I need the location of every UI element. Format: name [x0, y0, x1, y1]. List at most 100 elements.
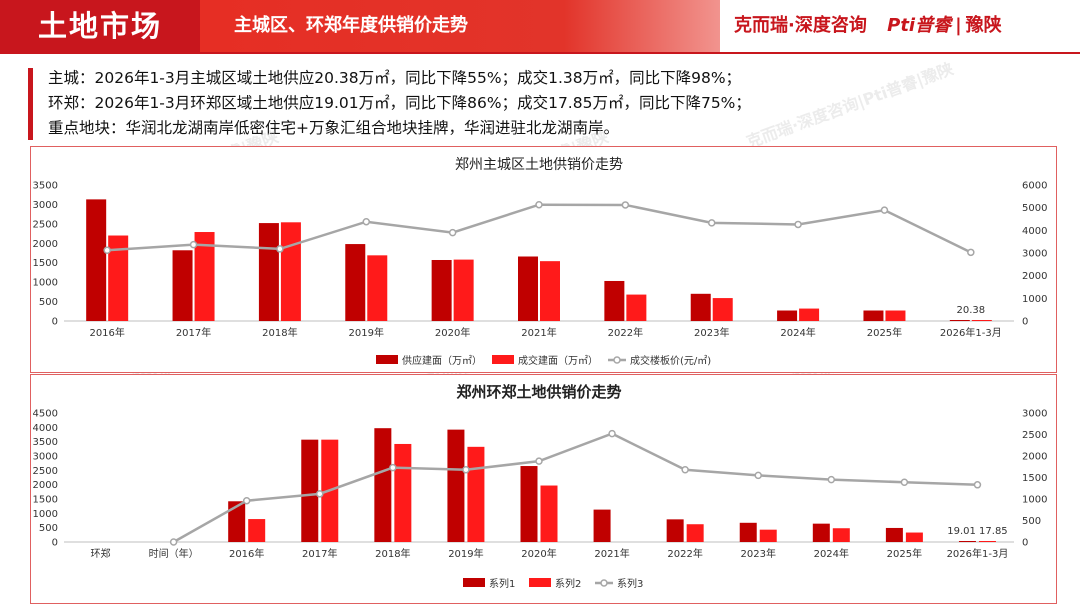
line-point: [169, 538, 178, 546]
y2-tick-label: 3000: [1022, 409, 1047, 420]
bar-1: [604, 280, 625, 321]
legend-label: 系列3: [617, 577, 643, 590]
bar-1: [345, 244, 366, 321]
chart-ring-zz: 郑州环郑土地供销价走势 0 500 1000 1500 2000 2500 3000 3500 4…: [33, 383, 1048, 590]
y-tick-label: 1000: [33, 509, 58, 520]
bar-2: [799, 308, 820, 321]
summary-accent-bar: [28, 68, 33, 140]
line-point: [827, 475, 836, 484]
y-tick-label: 500: [39, 297, 58, 308]
legend-swatch: [492, 355, 514, 364]
legend-label: 系列1: [489, 577, 515, 590]
y2-tick-label: 0: [1022, 317, 1028, 328]
summary-line-ring: 环郑：2026年1-3月环郑区域土地供应19.01万㎡，同比下降86%；成交17…: [48, 94, 751, 112]
line-point: [707, 219, 716, 227]
bar-1: [863, 310, 884, 321]
chart-main-city-box: 郑州主城区土地供销价走势 0 500 1000 1500 2000 2500 3000 3500…: [30, 146, 1057, 373]
x-tick-label: 2020年: [435, 326, 470, 339]
bar-1: [958, 541, 976, 542]
bar-1: [812, 523, 830, 542]
y-tick-label: 3000: [33, 452, 58, 463]
y2-tick-label: 500: [1022, 516, 1041, 527]
bar-2: [971, 320, 992, 321]
line-point: [621, 201, 630, 209]
line-point: [967, 248, 975, 257]
bar-2: [248, 519, 266, 542]
bar-1: [777, 310, 798, 321]
bar-2: [108, 235, 129, 321]
chart-title: 郑州主城区土地供销价走势: [455, 157, 623, 173]
summary-block: 主城：2026年1-3月主城区域土地供应20.38万㎡，同比下降55%；成交1.…: [28, 66, 1068, 141]
legend-label: 成交楼板价(元/㎡): [630, 354, 711, 367]
page-title: 主城区、环郑年度供销价走势: [234, 15, 468, 36]
header: 土地市场 主城区、环郑年度供销价走势 克而瑞·深度咨询 Pti普睿 | 豫陕: [0, 0, 1080, 54]
x-tick-label: 时间（年）: [149, 547, 199, 560]
x-tick-label: 2017年: [176, 326, 211, 339]
header-divider: [0, 52, 1080, 54]
section-title: 土地市场: [37, 9, 162, 43]
x-tick-label: 2026年1-3月: [940, 326, 1002, 339]
x-tick-label: 2022年: [667, 547, 702, 560]
bar-2: [712, 298, 733, 321]
bar-2: [453, 259, 474, 321]
bar-1: [447, 429, 465, 542]
x-tick-label: 2024年: [814, 547, 849, 560]
x-tick-label: 2022年: [608, 326, 643, 339]
bar-1: [374, 428, 392, 542]
bar-1: [666, 519, 684, 542]
line-point: [189, 240, 198, 249]
y2-tick-label: 2000: [1022, 452, 1047, 463]
x-tick-label: 2019年: [349, 326, 384, 339]
bar-2: [686, 524, 704, 542]
bar-2: [367, 255, 388, 321]
y-tick-label: 2500: [33, 219, 58, 230]
y-tick-label: 2500: [33, 466, 58, 477]
bar-2: [978, 541, 996, 542]
bar-2: [832, 528, 850, 542]
bar-1: [518, 256, 538, 321]
line-point: [103, 246, 111, 255]
section-banner: [0, 0, 200, 52]
brand-pti: Pti普睿: [887, 15, 952, 36]
chart-title: 郑州环郑土地供销价走势: [456, 383, 621, 401]
y2-tick-label: 3000: [1022, 249, 1047, 260]
bar-2: [194, 232, 215, 321]
bar-1: [690, 293, 711, 321]
legend-swatch: [376, 355, 398, 364]
x-tick-label: 2026年1-3月: [947, 547, 1009, 560]
x-tick-label: 2016年: [229, 547, 264, 560]
line-point: [389, 463, 397, 472]
series-line: [173, 432, 978, 544]
y2-tick-label: 2000: [1022, 271, 1047, 282]
brand-separator: |: [955, 15, 962, 36]
x-tick-label: 2018年: [262, 326, 297, 339]
x-tick-label: 2023年: [741, 547, 776, 560]
bar-1: [228, 501, 246, 542]
x-tick-label: 2021年: [521, 326, 556, 339]
bar-2: [626, 294, 647, 321]
line-point: [754, 471, 762, 480]
y2-tick-label: 1000: [1022, 495, 1047, 506]
bar-2: [280, 222, 301, 321]
bar-2: [759, 529, 777, 542]
y-tick-label: 3000: [33, 200, 58, 211]
y-tick-label: 4000: [33, 423, 58, 434]
y-tick-label: 0: [52, 317, 58, 328]
line-point: [448, 228, 457, 237]
bar-1: [258, 223, 279, 321]
y-tick-label: 0: [52, 538, 58, 549]
bar-2: [885, 310, 906, 321]
subtitle-banner: [200, 0, 720, 52]
x-tick-label: 2020年: [521, 547, 556, 560]
y-tick-label: 1000: [33, 278, 58, 289]
legend-label: 系列2: [555, 577, 581, 590]
line-point: [973, 481, 982, 489]
summary-line-key-plot: 重点地块：华润北龙湖南岸低密住宅+万象汇组合地块挂牌，华润进驻北龙湖南岸。: [48, 119, 619, 137]
bar-1: [172, 250, 193, 321]
y2-tick-label: 1500: [1022, 473, 1047, 484]
bar-2: [467, 446, 485, 542]
brand-region: 豫陕: [965, 15, 1002, 36]
data-label: 20.38: [956, 305, 985, 316]
y-tick-label: 1500: [33, 495, 58, 506]
y2-tick-label: 0: [1022, 538, 1028, 549]
